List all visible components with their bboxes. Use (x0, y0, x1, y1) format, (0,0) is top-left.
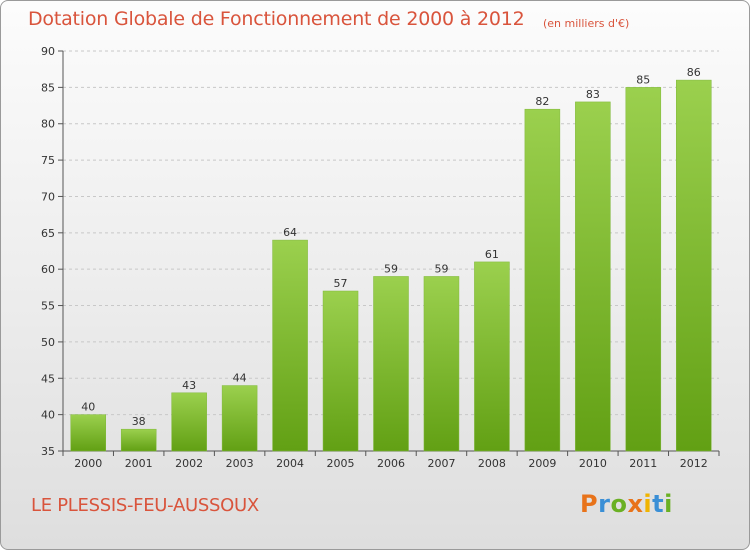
x-tick-label: 2009 (528, 457, 556, 470)
y-tick-label: 40 (41, 409, 55, 422)
y-tick-label: 50 (41, 336, 55, 349)
x-tick-label: 2012 (680, 457, 708, 470)
data-label-2007: 59 (434, 262, 448, 275)
y-tick-label: 85 (41, 81, 55, 94)
x-tick-label: 2008 (478, 457, 506, 470)
town-name: LE PLESSIS-FEU-AUSSOUX (31, 495, 259, 516)
logo-letter: t (652, 490, 665, 518)
data-label-2009: 82 (535, 95, 549, 108)
bar-2008 (474, 261, 510, 452)
x-tick-label: 2004 (276, 457, 304, 470)
x-tick-label: 2006 (377, 457, 405, 470)
bar-2005 (322, 290, 359, 452)
chart-unit: (en milliers d'€) (543, 17, 630, 30)
bar-2004 (272, 239, 308, 452)
data-label-2000: 40 (81, 401, 95, 414)
x-tick-label: 2002 (175, 457, 203, 470)
bar-2003 (221, 385, 258, 452)
x-tick-label: 2000 (74, 457, 102, 470)
data-label-2005: 57 (334, 277, 348, 290)
bar-2007 (423, 276, 460, 452)
logo-letter: i (643, 490, 653, 518)
logo-letter: i (664, 490, 673, 518)
data-label-2003: 44 (233, 372, 247, 385)
chart-title: Dotation Globale de Fonctionnement de 20… (28, 8, 525, 30)
bar-2002 (171, 392, 207, 452)
y-tick-label: 70 (41, 190, 55, 203)
x-tick-label: 2007 (427, 457, 455, 470)
data-labels: 40 38 43 44 64 57 59 59 61 82 83 85 86 (81, 66, 701, 428)
y-tick-label: 90 (41, 45, 55, 58)
x-tick-label: 2001 (125, 457, 153, 470)
y-tick-label: 45 (41, 372, 55, 385)
logo-letter: o (610, 490, 628, 518)
bar-2012 (676, 79, 712, 452)
data-label-2008: 61 (485, 248, 499, 261)
logo-letter: x (627, 490, 644, 518)
y-tick-label: 75 (41, 154, 55, 167)
data-label-2002: 43 (182, 379, 196, 392)
bar-2010 (575, 101, 611, 452)
x-tick-label: 2010 (579, 457, 607, 470)
y-tick-labels: 35 40 45 50 55 60 65 70 75 80 85 90 (41, 45, 55, 458)
x-tick-label: 2005 (327, 457, 355, 470)
bar-2001 (120, 428, 157, 452)
x-tick-label: 2011 (629, 457, 657, 470)
data-label-2011: 85 (636, 73, 650, 86)
logo-letter: r (598, 490, 611, 518)
y-tick-label: 60 (41, 263, 55, 276)
bar-2000 (70, 414, 106, 452)
bars (70, 79, 712, 452)
y-tick-label: 55 (41, 300, 55, 313)
bar-2006 (373, 276, 409, 452)
x-tick-label: 2003 (226, 457, 254, 470)
data-label-2001: 38 (132, 415, 146, 428)
bar-2009 (524, 108, 561, 452)
data-label-2004: 64 (283, 226, 297, 239)
y-tick-label: 80 (41, 118, 55, 131)
bar-2011 (625, 87, 662, 452)
y-tick-label: 65 (41, 227, 55, 240)
logo-letter: P (580, 490, 599, 518)
data-label-2006: 59 (384, 262, 398, 275)
data-label-2012: 86 (687, 66, 701, 79)
x-tick-labels: 2000 2001 2002 2003 2004 2005 2006 2007 2008 2009… (74, 457, 708, 470)
y-tick-label: 35 (41, 445, 55, 458)
proxiti-logo: Proxiti (580, 490, 673, 518)
data-label-2010: 83 (586, 88, 600, 101)
